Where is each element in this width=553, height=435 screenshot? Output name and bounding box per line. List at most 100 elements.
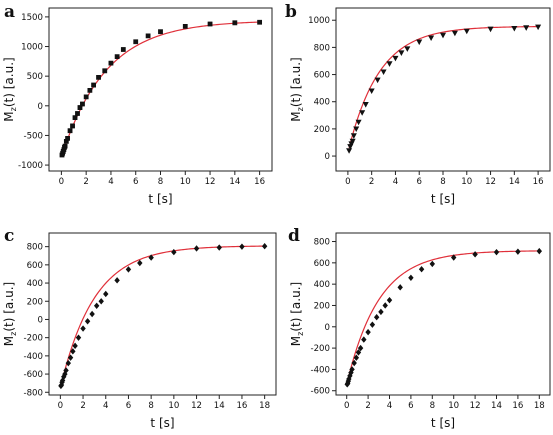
- data-point-b-12: [386, 61, 393, 67]
- data-point-d-22: [450, 254, 457, 261]
- x-tick-label-c-9: 18: [259, 401, 270, 411]
- data-point-b-5: [353, 126, 360, 133]
- x-tick-label-a-7: 14: [229, 177, 240, 187]
- data-point-d-12: [365, 328, 371, 336]
- data-point-b-11: [380, 69, 387, 75]
- data-point-d-11: [361, 336, 367, 343]
- data-point-a-25: [182, 23, 188, 29]
- data-point-a-10: [72, 115, 78, 121]
- data-point-d-8: [353, 354, 360, 361]
- data-point-d-10: [357, 344, 364, 352]
- plot-frame-c: [48, 232, 277, 396]
- x-tick-label-a-2: 4: [108, 177, 113, 187]
- panel-letter-a: a: [4, 2, 15, 22]
- y-tick-label-c-5: 200: [27, 297, 43, 307]
- y-tick-label-c-2: -400: [23, 352, 43, 362]
- x-axis-title-b: t [s]: [431, 192, 455, 206]
- x-tick-label-d-9: 18: [534, 401, 545, 411]
- data-point-d-16: [382, 302, 388, 309]
- data-point-c-20: [137, 259, 143, 267]
- y-tick-label-d-5: 400: [314, 280, 330, 290]
- y-axis-title-a: Mz(t) [a.u.]: [2, 57, 18, 121]
- x-tick-label-c-2: 4: [103, 401, 108, 411]
- data-point-a-19: [108, 60, 114, 66]
- y-tick-label-a-3: 500: [27, 72, 43, 82]
- x-tick-label-d-6: 12: [470, 401, 481, 411]
- x-tick-label-c-4: 8: [148, 401, 153, 411]
- data-point-c-26: [261, 243, 268, 250]
- y-axis-title-b: Mz(t) [a.u.]: [289, 57, 305, 121]
- x-tick-label-d-1: 2: [365, 401, 370, 411]
- x-tick-label-d-5: 10: [448, 401, 459, 411]
- x-tick-label-a-0: 0: [59, 177, 64, 187]
- panel-letter-c: c: [4, 226, 14, 246]
- x-tick-label-c-0: 0: [58, 401, 63, 411]
- data-point-a-11: [75, 111, 80, 116]
- data-point-a-18: [102, 68, 108, 74]
- data-point-d-19: [408, 274, 414, 281]
- data-point-d-13: [369, 321, 376, 328]
- data-point-d-24: [493, 248, 500, 256]
- x-tick-label-c-3: 6: [126, 401, 131, 411]
- data-point-c-11: [75, 334, 82, 341]
- x-tick-label-a-3: 6: [133, 177, 138, 187]
- y-tick-label-c-4: 0: [38, 315, 43, 325]
- x-tick-label-a-6: 12: [205, 177, 216, 187]
- data-point-d-18: [397, 284, 403, 291]
- y-tick-label-d-7: 800: [314, 238, 330, 248]
- data-point-d-26: [536, 247, 543, 255]
- fit-curve-b: [348, 26, 539, 149]
- panel-letter-d: d: [288, 226, 300, 246]
- data-point-b-18: [439, 32, 447, 39]
- data-point-a-9: [70, 123, 75, 129]
- x-tick-label-a-5: 10: [180, 177, 191, 187]
- y-tick-label-b-1: 200: [314, 125, 330, 135]
- x-axis-title-c: t [s]: [150, 416, 174, 430]
- data-point-b-19: [451, 30, 458, 37]
- y-tick-label-c-1: -600: [23, 370, 43, 380]
- x-tick-label-c-5: 10: [168, 401, 179, 411]
- data-point-a-8: [67, 128, 73, 134]
- data-point-b-15: [404, 46, 411, 52]
- data-point-b-21: [487, 26, 494, 33]
- y-axis-title-d: Mz(t) [a.u.]: [289, 282, 305, 346]
- data-point-a-24: [158, 29, 163, 35]
- y-tick-label-a-4: 1000: [21, 43, 43, 53]
- y-tick-label-d-4: 200: [314, 301, 330, 311]
- x-tick-label-b-0: 0: [345, 177, 350, 187]
- y-tick-label-c-6: 400: [27, 279, 43, 289]
- x-tick-label-b-7: 14: [509, 177, 520, 187]
- data-point-a-27: [232, 20, 238, 26]
- y-tick-label-b-4: 800: [314, 43, 330, 53]
- y-tick-label-d-2: -200: [310, 344, 330, 354]
- data-point-b-7: [359, 110, 366, 116]
- data-point-d-7: [351, 359, 357, 367]
- panel-letter-b: b: [285, 2, 297, 22]
- x-tick-label-b-2: 4: [393, 177, 398, 187]
- x-tick-label-b-3: 6: [416, 177, 421, 187]
- x-axis-title-d: t [s]: [431, 416, 455, 430]
- y-tick-label-a-5: 1500: [21, 13, 43, 23]
- y-tick-label-d-6: 600: [314, 259, 330, 269]
- data-point-c-25: [239, 243, 245, 250]
- data-point-a-7: [65, 136, 70, 141]
- data-point-b-16: [416, 39, 423, 46]
- y-tick-label-c-0: -800: [23, 388, 43, 398]
- fit-curve-d: [346, 250, 540, 383]
- data-point-b-20: [463, 28, 470, 35]
- data-point-c-24: [216, 244, 222, 251]
- x-tick-label-d-7: 14: [491, 401, 502, 411]
- data-point-d-6: [349, 366, 355, 373]
- data-point-b-8: [362, 102, 369, 108]
- data-point-c-22: [171, 248, 177, 256]
- data-point-d-9: [355, 349, 362, 356]
- data-point-c-3: [59, 377, 66, 384]
- data-point-c-8: [67, 354, 74, 361]
- data-point-b-3: [349, 138, 356, 145]
- data-point-c-6: [63, 367, 69, 374]
- data-point-a-21: [120, 47, 126, 52]
- data-point-a-28: [257, 19, 263, 25]
- data-point-c-18: [114, 277, 120, 284]
- y-tick-label-a-0: -1000: [18, 161, 43, 171]
- data-point-c-12: [80, 325, 86, 332]
